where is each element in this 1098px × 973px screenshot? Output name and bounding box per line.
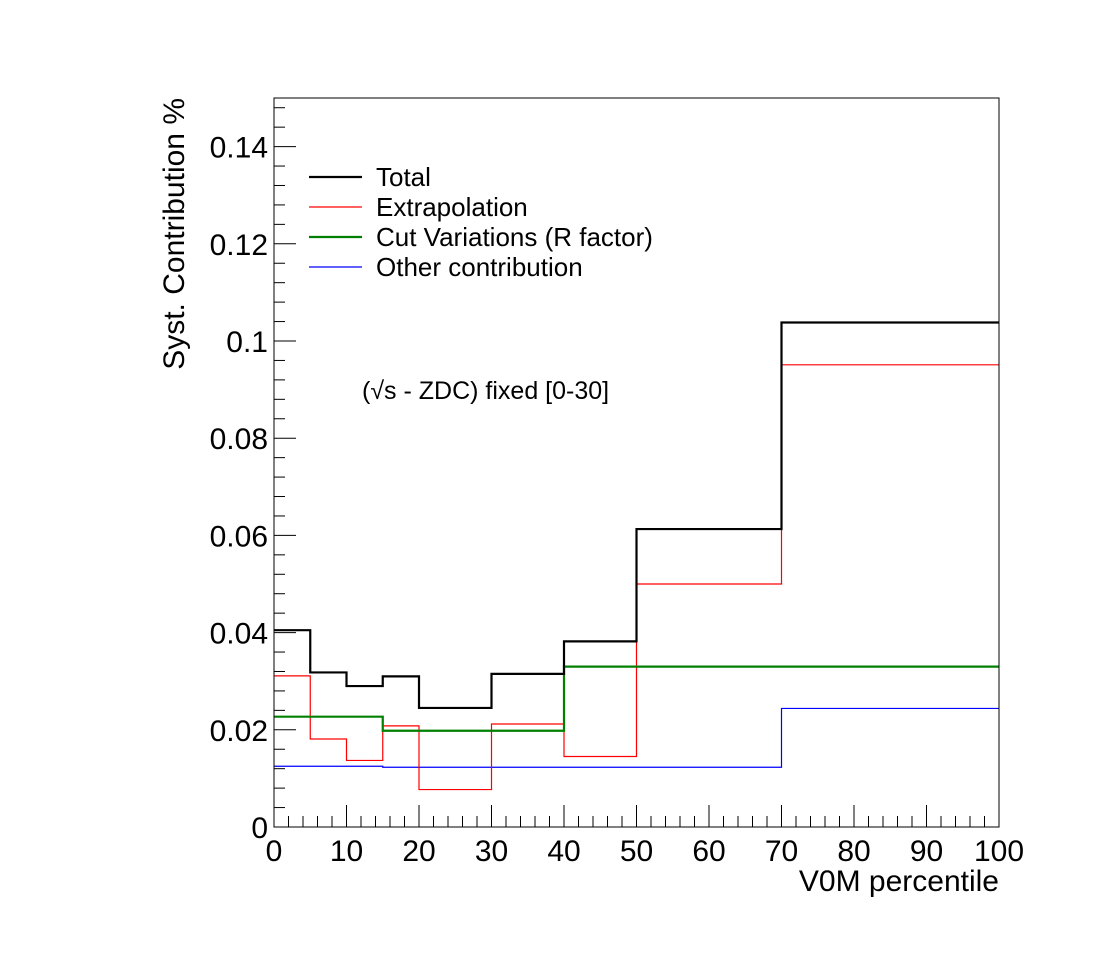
plot-frame [273,97,1000,828]
x-tick-label: 30 [475,835,508,868]
x-tick-label: 40 [547,835,580,868]
legend-label: Cut Variations (R factor) [376,222,653,252]
series-layer [274,321,999,791]
x-tick-label: 80 [837,835,870,868]
series-line-0 [274,321,999,710]
x-tick-label: 0 [266,835,283,868]
axis-layer: 0 10 20 30 40 50 60 70 80 90 100 0 0.02 0.04 0.06 0.08 0… [210,107,1024,868]
series-line-1 [274,364,999,791]
x-tick-label: 50 [620,835,653,868]
legend-label: Extrapolation [376,192,528,222]
x-tick-label: 60 [692,835,725,868]
x-tick-label: 20 [402,835,435,868]
annotation: (√s - ZDC) fixed [0-30] [362,377,609,405]
x-tick-label: 10 [330,835,363,868]
x-axis-label: V0M percentile [799,865,999,898]
x-tick-label: 90 [910,835,943,868]
y-tick-label: 0 [251,812,268,845]
legend-label: Total [376,162,431,192]
x-tick-label: 70 [765,835,798,868]
y-tick-label: 0.08 [210,423,268,456]
y-tick-label: 0.14 [210,132,268,165]
y-tick-label: 0.06 [210,520,268,553]
legend-label: Other contribution [376,252,583,282]
y-tick-label: 0.12 [210,229,268,262]
series-line-2 [274,665,999,732]
y-tick-label: 0.1 [226,326,268,359]
y-axis-label: Syst. Contribution % [158,98,191,370]
y-tick-label: 0.04 [210,618,268,651]
y-tick-label: 0.02 [210,715,268,748]
series-line-3 [274,707,999,768]
x-tick-label: 100 [974,835,1024,868]
